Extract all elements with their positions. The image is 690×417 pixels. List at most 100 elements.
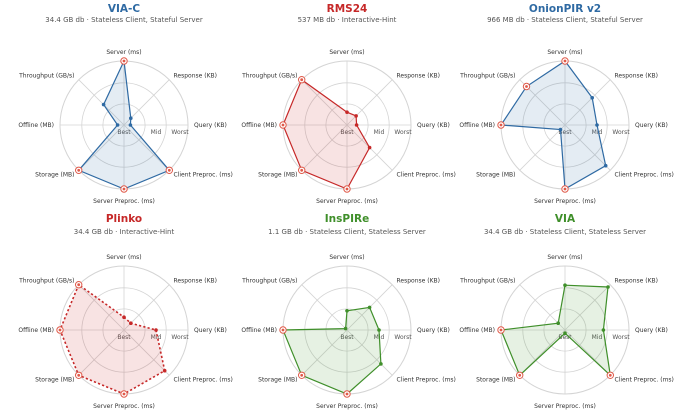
axis-spoke (301, 329, 348, 376)
chart-title: VIA-C (108, 3, 141, 15)
data-point (354, 123, 359, 127)
axis-label-storage-mb: Storage (MB) (35, 172, 74, 179)
data-point (379, 362, 383, 366)
extreme-marker-dot (300, 373, 304, 377)
data-point (354, 114, 358, 118)
chart-subtitle: 537 MB db · Interactive-Hint (298, 16, 397, 24)
series-area (500, 284, 612, 377)
axis-label-server-preproc-ms: Server Preproc. (ms) (534, 403, 596, 410)
scale-label-mid: Mid (592, 129, 603, 136)
extreme-marker-dot (563, 187, 567, 191)
extreme-marker-dot (499, 123, 503, 127)
axis-label-query-kb: Query (KB) (635, 122, 668, 129)
axis-label-client-preproc-ms: Client Preproc. (ms) (615, 172, 674, 179)
extreme-marker-dot (167, 168, 171, 172)
series-area (282, 306, 382, 395)
scale-label-worst: Worst (612, 334, 630, 341)
chart-subtitle: 34.4 GB db · Interactive-Hint (74, 228, 175, 236)
axis-label-server-preproc-ms: Server Preproc. (ms) (316, 198, 378, 205)
extreme-marker-dot (563, 59, 567, 63)
scale-label-mid: Mid (151, 334, 162, 341)
axis-label-throughput-gb-s: Throughput (GB/s) (241, 278, 297, 285)
extreme-marker-dot (345, 392, 349, 396)
axis-spoke (564, 284, 611, 331)
axis-label-client-preproc-ms: Client Preproc. (ms) (174, 377, 233, 384)
axis-spoke (78, 79, 125, 126)
axis-label-offline-mb: Offline (MB) (18, 122, 54, 129)
data-point (367, 305, 372, 310)
axis-spoke (123, 124, 170, 171)
chart-title: OnionPIR v2 (529, 3, 601, 15)
axis-label-offline-mb: Offline (MB) (459, 327, 495, 334)
axis-label-server-ms: Server (ms) (329, 49, 364, 56)
chart-title: Plinko (106, 213, 142, 225)
axis-label-storage-mb: Storage (MB) (258, 377, 297, 384)
data-point (154, 328, 158, 332)
axis-label-response-kb: Response (KB) (615, 73, 658, 80)
axis-label-throughput-gb-s: Throughput (GB/s) (18, 73, 74, 80)
extreme-marker-dot (77, 168, 81, 172)
scale-label-best: Best (117, 129, 131, 136)
axis-label-query-kb: Query (KB) (194, 327, 227, 334)
axis-label-response-kb: Response (KB) (174, 278, 217, 285)
axis-label-response-kb: Response (KB) (615, 278, 658, 285)
axis-label-query-kb: Query (KB) (417, 122, 450, 129)
axis-label-offline-mb: Offline (MB) (241, 327, 277, 334)
data-point (345, 110, 349, 114)
extreme-marker-dot (499, 328, 503, 332)
axis-spoke (564, 79, 611, 126)
scale-label-mid: Mid (374, 129, 385, 136)
chart-subtitle: 34.4 GB db · Stateless Client, Stateful … (45, 16, 203, 24)
axis-spoke (301, 79, 348, 126)
axis-label-offline-mb: Offline (MB) (459, 122, 495, 129)
axis-spoke (301, 124, 348, 171)
axis-spoke (78, 329, 125, 376)
data-point (595, 123, 599, 127)
axis-spoke (78, 124, 125, 171)
axis-label-throughput-gb-s: Throughput (GB/s) (459, 73, 515, 80)
axis-spoke (346, 329, 393, 376)
axis-spoke (301, 284, 348, 331)
extreme-marker-dot (525, 85, 528, 88)
data-point (129, 116, 133, 120)
data-point (603, 163, 608, 168)
data-point (556, 321, 560, 326)
extreme-marker-dot (281, 328, 285, 332)
data-point (563, 331, 567, 336)
axis-label-server-ms: Server (ms) (106, 49, 141, 56)
axis-spoke (519, 124, 566, 171)
extreme-marker-dot (345, 187, 349, 191)
radar-chart-via: VIA 34.4 GB db · Stateless Client, Statel… (459, 213, 674, 410)
axis-label-response-kb: Response (KB) (397, 278, 440, 285)
chart-title: RMS24 (327, 3, 368, 15)
data-point (128, 123, 133, 127)
data-point (101, 102, 106, 107)
scale-label-worst: Worst (394, 129, 412, 136)
axis-label-server-preproc-ms: Server Preproc. (ms) (316, 403, 378, 410)
data-point (377, 328, 381, 332)
chart-subtitle: 34.4 GB db · Stateless Client, Stateless… (484, 228, 646, 236)
chart-subtitle: 966 MB db · Stateless Client, Stateful S… (487, 16, 643, 24)
axis-label-query-kb: Query (KB) (417, 327, 450, 334)
axis-label-storage-mb: Storage (MB) (476, 377, 515, 384)
extreme-marker-dot (608, 373, 612, 377)
extreme-marker-dot (518, 373, 522, 377)
data-point (162, 368, 167, 373)
axis-label-server-preproc-ms: Server Preproc. (ms) (534, 198, 596, 205)
series-area (499, 60, 607, 190)
data-point (343, 326, 348, 331)
axis-label-query-kb: Query (KB) (635, 327, 668, 334)
scale-label-worst: Worst (171, 334, 189, 341)
extreme-marker-dot (77, 373, 81, 377)
scale-label-best: Best (340, 334, 354, 341)
axis-label-storage-mb: Storage (MB) (35, 377, 74, 384)
axis-label-response-kb: Response (KB) (174, 73, 217, 80)
extreme-marker-dot (58, 328, 62, 332)
axis-label-storage-mb: Storage (MB) (258, 172, 297, 179)
axis-label-server-ms: Server (ms) (547, 254, 582, 261)
scale-label-best: Best (558, 129, 572, 136)
chart-subtitle: 1.1 GB db · Stateless Client, Stateless … (268, 228, 426, 236)
extreme-marker-dot (122, 59, 126, 63)
